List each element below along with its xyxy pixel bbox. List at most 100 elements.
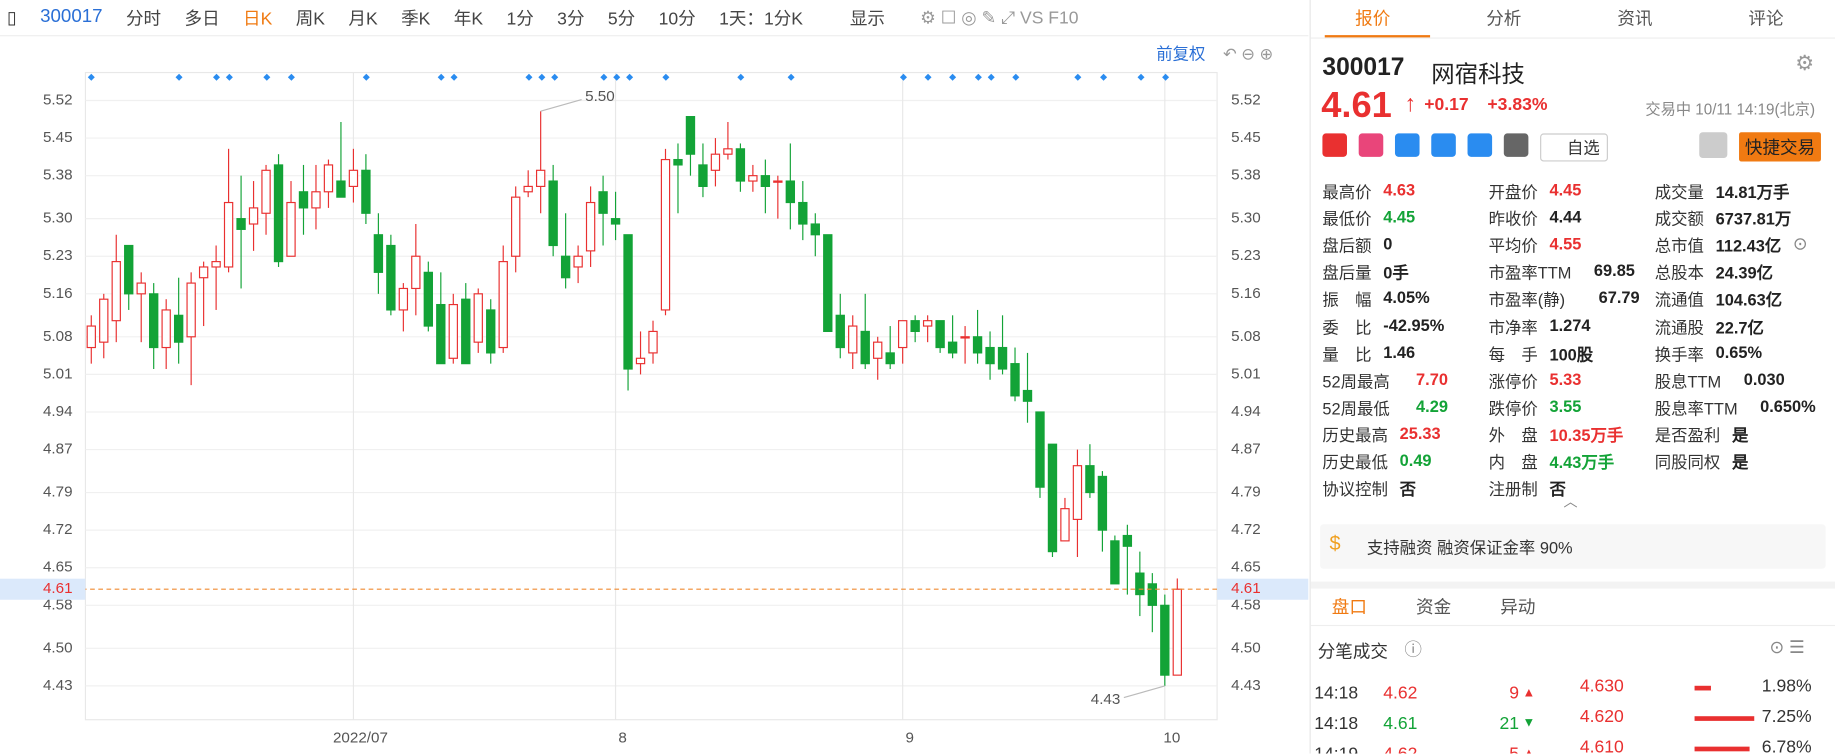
bell-icon[interactable] (1699, 132, 1728, 158)
badge-icon[interactable] (1394, 133, 1420, 157)
y-tick-label-right: 4.65 (1231, 559, 1261, 576)
period-select[interactable]: 1天：1分K (719, 8, 804, 29)
candle-body (286, 201, 296, 257)
display-select[interactable]: 显示 (849, 8, 885, 29)
book-bar (1694, 685, 1711, 691)
settings-icon[interactable]: ⚙ (1795, 51, 1815, 75)
quote-value: 1.46 (1383, 342, 1416, 362)
quote-value: 22.7亿 (1715, 317, 1764, 337)
sub-tab[interactable]: 盘口 (1331, 598, 1367, 618)
event-marker (662, 73, 670, 81)
candle-body (560, 255, 571, 279)
candle-body (972, 336, 983, 354)
period-tab[interactable]: 多日 (184, 8, 220, 29)
event-marker (263, 73, 271, 81)
y-tick-label: 5.01 (43, 365, 73, 382)
sub-tab[interactable]: 异动 (1500, 598, 1536, 618)
high-pointer (540, 98, 582, 112)
watch-button[interactable]: 自选 (1540, 133, 1608, 162)
badge-icon[interactable] (1467, 133, 1493, 157)
x-tick-label: 2022/07 (333, 729, 388, 746)
badge-icon[interactable] (1358, 133, 1384, 157)
last-price-box-right (1217, 578, 1309, 600)
candle-body (710, 153, 721, 171)
quote-value: 14.81万手 (1715, 182, 1790, 202)
quote-value: 0.49 (1399, 450, 1432, 470)
y-tick-label: 4.87 (43, 441, 73, 458)
y-tick-label: 5.08 (43, 328, 73, 345)
quote-value: 67.79 (1598, 288, 1640, 308)
period-tab[interactable]: 5分 (607, 8, 636, 29)
quote-label: 52周最低 (1322, 398, 1390, 418)
candle-body (648, 330, 658, 354)
quote-value: 25.33 (1399, 423, 1441, 443)
candle-body (348, 169, 359, 188)
candle-body (99, 298, 109, 343)
quote-label: 昨收价 (1488, 209, 1538, 229)
panel-tab[interactable]: 资讯 (1617, 9, 1653, 30)
candle-body (173, 314, 184, 343)
sub-tab[interactable]: 资金 (1416, 598, 1452, 618)
change: +0.17 (1424, 94, 1469, 115)
candle-body (1110, 540, 1120, 585)
quote-value: 0.650% (1760, 396, 1816, 416)
event-marker (1074, 73, 1082, 81)
badge-icon[interactable] (1503, 133, 1529, 157)
quote-label: 52周最高 (1322, 371, 1390, 391)
period-tab[interactable]: 年K (453, 8, 484, 29)
quote-label: 每 手 (1488, 344, 1538, 364)
panel-tab[interactable]: 评论 (1748, 9, 1784, 30)
toolbar: ▯ 300017 分时 多日 日K 周K 月K 季K 年K 1分 3分 5分 10分 1天：1分K … (0, 0, 1309, 37)
period-tab[interactable]: 周K (295, 8, 326, 29)
list-icons[interactable]: ⊙ ☰ (1769, 637, 1805, 658)
y-tick-label-right: 5.30 (1231, 210, 1261, 227)
y-tick-label-right: 4.43 (1231, 677, 1261, 694)
candle-body (336, 180, 346, 198)
badge-icon[interactable] (1322, 133, 1347, 157)
trade-button[interactable]: 快捷交易 (1739, 132, 1821, 162)
event-marker (212, 73, 221, 81)
period-tab[interactable]: 季K (401, 8, 431, 29)
period-tab[interactable]: 分时 (125, 8, 162, 29)
candle-body (398, 287, 409, 311)
stock-code[interactable]: 300017 (40, 7, 103, 27)
badge-icon[interactable] (1431, 133, 1456, 157)
y-tick-label: 4.72 (43, 521, 73, 538)
candle-body (897, 320, 908, 349)
candle-body (673, 158, 683, 166)
panel-tab[interactable]: 报价 (1355, 9, 1391, 30)
candle-body (86, 325, 96, 349)
quote-label: 是否盈利 (1654, 425, 1721, 445)
quote-value: 4.29 (1416, 396, 1448, 416)
candle-body (361, 169, 371, 214)
period-tab[interactable]: 月K (348, 8, 378, 29)
quote-value: 是 (1732, 452, 1749, 472)
x-tick-label: 9 (905, 729, 913, 746)
more-icon[interactable]: ⊙ (1792, 234, 1808, 254)
quote-value: 是 (1732, 425, 1749, 445)
event-marker (737, 73, 745, 81)
collapse-icon[interactable]: ︿ (1563, 493, 1578, 511)
y-tick-label: 4.65 (43, 559, 73, 576)
period-tab[interactable]: 1分 (506, 8, 534, 29)
period-tab[interactable]: 日K (243, 8, 273, 29)
panel-tab[interactable]: 分析 (1486, 9, 1522, 30)
period-tab[interactable]: 3分 (557, 8, 585, 29)
trade-volume: 5 (1484, 744, 1519, 753)
event-marker (87, 73, 95, 81)
trade-price: 4.62 (1383, 683, 1418, 704)
candle-body (1010, 363, 1020, 397)
chart-tools: ↶ ⊖ ⊕ (1223, 45, 1273, 63)
quote-label: 盘后量 (1322, 263, 1372, 283)
book-bar (1694, 746, 1751, 752)
quote-value: 4.45 (1383, 207, 1416, 226)
info-icon[interactable]: ⓘ (1404, 640, 1422, 661)
tool-icons[interactable]: ⚙ ☐ ◎ ✎ ⤢ VS F10 (920, 8, 1079, 29)
candle-body (1135, 572, 1145, 596)
period-tab[interactable]: 10分 (658, 8, 696, 29)
plot-frame (84, 71, 1218, 721)
quote-value: 100股 (1549, 344, 1594, 364)
quote-label: 注册制 (1488, 479, 1538, 499)
trade-time: 14:18 (1314, 713, 1359, 734)
price: 4.61 (1321, 84, 1392, 126)
